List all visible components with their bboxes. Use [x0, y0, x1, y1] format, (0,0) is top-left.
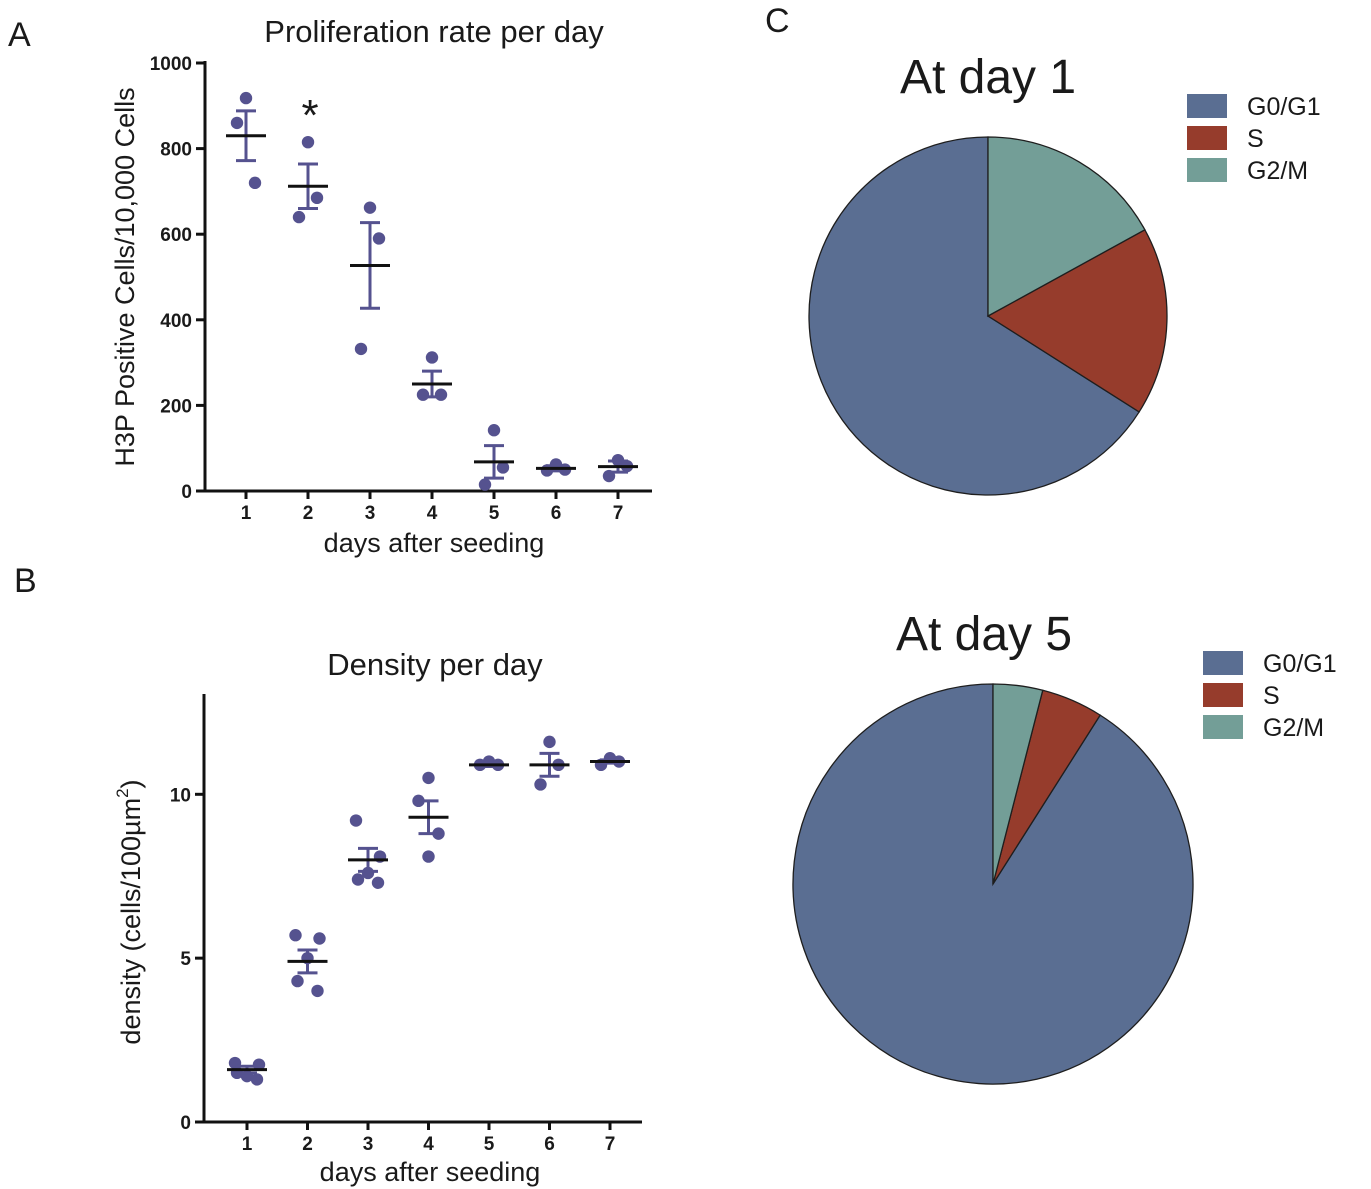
proliferation-x-axis-label: days after seeding [324, 528, 545, 558]
significance-asterisk: * [301, 91, 318, 140]
data-point [239, 91, 253, 105]
panel-letter-a: A [8, 16, 31, 54]
pie-day5-slices [792, 683, 1194, 1085]
density-y-axis-label: density (cells/100µm2) [113, 779, 146, 1044]
y-tick-label: 0 [180, 1113, 191, 1134]
x-tick-label: 5 [489, 503, 500, 524]
data-point [313, 932, 326, 945]
legend-swatch [1203, 715, 1243, 739]
x-tick-label: 4 [423, 1134, 434, 1155]
data-point [230, 116, 244, 130]
data-point [434, 388, 448, 401]
proliferation-y-axis-label: H3P Positive Cells/10,000 Cells [110, 87, 140, 466]
legend-label: G0/G1 [1247, 93, 1321, 121]
data-point [425, 351, 439, 364]
data-point [478, 478, 492, 491]
data-point [289, 929, 302, 942]
y-tick-label: 600 [160, 225, 192, 246]
x-tick-label: 7 [605, 1134, 616, 1155]
y-tick-label: 800 [160, 140, 192, 161]
pie-day1-legend: G0/G1 S G2/M [1187, 93, 1321, 185]
density-x-axis-label: days after seeding [320, 1157, 541, 1187]
pie-day1-slices [808, 136, 1168, 496]
data-point [496, 461, 510, 474]
x-tick-label: 2 [303, 503, 314, 524]
data-point [301, 135, 315, 149]
pie-slice-g2m [987, 136, 1146, 318]
pie-slice-g2m [992, 683, 1044, 885]
data-point [291, 974, 304, 988]
legend-swatch [1187, 126, 1227, 150]
density-y-axis-label-close: ) [116, 779, 146, 788]
pie-day5-title: At day 5 [896, 608, 1072, 661]
density-y-axis-label-superscript: 2 [113, 788, 132, 797]
x-tick-label: 6 [551, 503, 562, 524]
data-point [248, 176, 262, 190]
data-point [422, 850, 435, 863]
density-chart-title: Density per day [327, 647, 543, 682]
density-marks [227, 735, 630, 1086]
x-tick-label: 3 [363, 1134, 374, 1155]
y-tick-label: 400 [160, 311, 192, 332]
data-point [311, 984, 324, 998]
data-point [371, 876, 385, 889]
data-point [416, 388, 430, 401]
panel-letter-b: B [14, 562, 37, 600]
legend-swatch [1203, 683, 1243, 707]
y-tick-label: 1000 [150, 54, 192, 75]
legend-label: G0/G1 [1263, 650, 1337, 678]
data-point [543, 735, 556, 749]
legend-label: S [1263, 682, 1280, 710]
proliferation-chart: Proliferation rate per day days after se… [110, 14, 652, 558]
data-point [250, 1073, 264, 1086]
x-tick-label: 6 [544, 1134, 555, 1155]
data-point [534, 778, 547, 791]
x-tick-label: 3 [365, 503, 376, 524]
y-tick-label: 5 [180, 949, 191, 970]
legend-swatch [1187, 94, 1227, 118]
y-tick-label: 0 [181, 482, 192, 503]
data-point [292, 210, 306, 224]
y-tick-label: 200 [160, 396, 192, 417]
x-tick-label: 7 [613, 503, 624, 524]
legend-label: G2/M [1247, 157, 1308, 185]
data-point [349, 814, 363, 827]
x-tick-label: 1 [241, 503, 252, 524]
legend-swatch [1203, 651, 1243, 675]
proliferation-marks [226, 91, 638, 491]
x-tick-label: 2 [302, 1134, 313, 1155]
legend-label: G2/M [1263, 714, 1324, 742]
panel-letter-c: C [765, 2, 790, 40]
data-point [487, 424, 501, 437]
data-point [363, 201, 377, 214]
pie-slice-s [986, 228, 1168, 413]
data-point [351, 873, 365, 886]
pie-chart-day1: At day 1 G0/G1 S G2/M [808, 51, 1321, 496]
legend-swatch [1187, 158, 1227, 182]
density-chart: Density per day days after seeding densi… [113, 647, 642, 1187]
pie-chart-day5: At day 5 G0/G1 S G2/M [792, 608, 1337, 1085]
x-tick-label: 4 [427, 503, 438, 524]
density-y-axis-label-main: density (cells/100µm [116, 798, 146, 1045]
data-point [354, 342, 368, 356]
legend-label: S [1247, 125, 1264, 153]
pie-day5-legend: G0/G1 S G2/M [1203, 650, 1337, 742]
x-tick-label: 1 [242, 1134, 253, 1155]
pie-slice-g0g1 [808, 136, 1141, 496]
proliferation-chart-title: Proliferation rate per day [264, 14, 604, 49]
y-tick-label: 10 [170, 785, 191, 806]
data-point [310, 191, 324, 205]
pie-day1-title: At day 1 [900, 51, 1076, 104]
proliferation-axes: 0 200 400 600 800 1000 1 2 3 4 5 6 7 [150, 54, 652, 524]
x-tick-label: 5 [484, 1134, 495, 1155]
data-point [422, 771, 435, 785]
data-point [372, 232, 386, 245]
density-axes: 0 5 10 1 2 3 4 5 6 7 [170, 694, 642, 1155]
